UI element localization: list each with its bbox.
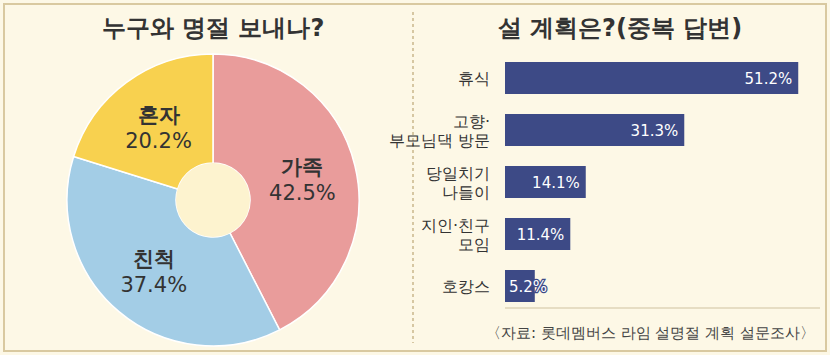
slice-category: 혼자 bbox=[138, 103, 180, 127]
category-line: 모임 bbox=[458, 235, 490, 254]
bar-label: 31.3% bbox=[631, 122, 679, 140]
bar-chart: 설 계획은?(중복 답변) 휴식 51.2% 고향·부모님댁 방문 31.3% 당일치기나… bbox=[389, 14, 820, 342]
value-axis bbox=[505, 308, 820, 309]
root: 누구와 명절 보내나? 가족42.5% 친척37.4% 혼자20.2% 설 계획은?(중… bbox=[0, 0, 830, 355]
category-label: 당일치기나들이 bbox=[426, 164, 490, 202]
bar-label: 51.2% bbox=[745, 70, 793, 88]
title: 설 계획은?(중복 답변) bbox=[498, 14, 743, 42]
source: 〈자료: 롯데멤버스 라임 설명절 계획 설문조사〉 bbox=[486, 324, 815, 342]
category-line: 휴식 bbox=[458, 69, 490, 88]
category-label: 지인·친구모임 bbox=[421, 216, 490, 254]
pie-chart: 누구와 명절 보내나? 가족42.5% 친척37.4% 혼자20.2% bbox=[67, 14, 359, 346]
category-line: 부모님댁 방문 bbox=[389, 131, 490, 150]
category-line: 당일치기 bbox=[426, 164, 490, 183]
bar bbox=[505, 166, 586, 198]
frame bbox=[4, 4, 826, 351]
category-label: 호캉스 bbox=[442, 277, 490, 296]
slice-category: 친척 bbox=[133, 247, 175, 271]
category-line: 지인·친구 bbox=[421, 216, 490, 235]
slice-label: 42.5% bbox=[269, 181, 336, 205]
category-label: 고향·부모님댁 방문 bbox=[389, 112, 490, 150]
bar bbox=[505, 62, 798, 94]
background bbox=[0, 0, 830, 355]
bar bbox=[505, 218, 570, 250]
chart-canvas: 누구와 명절 보내나? 가족42.5% 친척37.4% 혼자20.2% 설 계획은?(중… bbox=[0, 0, 830, 355]
bar bbox=[505, 114, 684, 146]
slice-label: 37.4% bbox=[120, 273, 187, 297]
bars bbox=[505, 62, 798, 302]
divider bbox=[412, 12, 414, 343]
bar-label: 11.4% bbox=[517, 226, 565, 244]
category-line: 나들이 bbox=[442, 183, 490, 202]
bar-label: 5.2% bbox=[509, 278, 547, 296]
donut-hole bbox=[176, 163, 250, 237]
category-line: 호캉스 bbox=[442, 277, 490, 296]
slice-label: 20.2% bbox=[125, 129, 192, 153]
slice-category: 가족 bbox=[281, 155, 323, 179]
category-line: 고향· bbox=[453, 112, 490, 131]
category-label: 휴식 bbox=[458, 69, 490, 88]
title: 누구와 명절 보내나? bbox=[102, 14, 325, 42]
pie-slice bbox=[74, 54, 213, 189]
bar-label: 14.1% bbox=[532, 174, 580, 192]
